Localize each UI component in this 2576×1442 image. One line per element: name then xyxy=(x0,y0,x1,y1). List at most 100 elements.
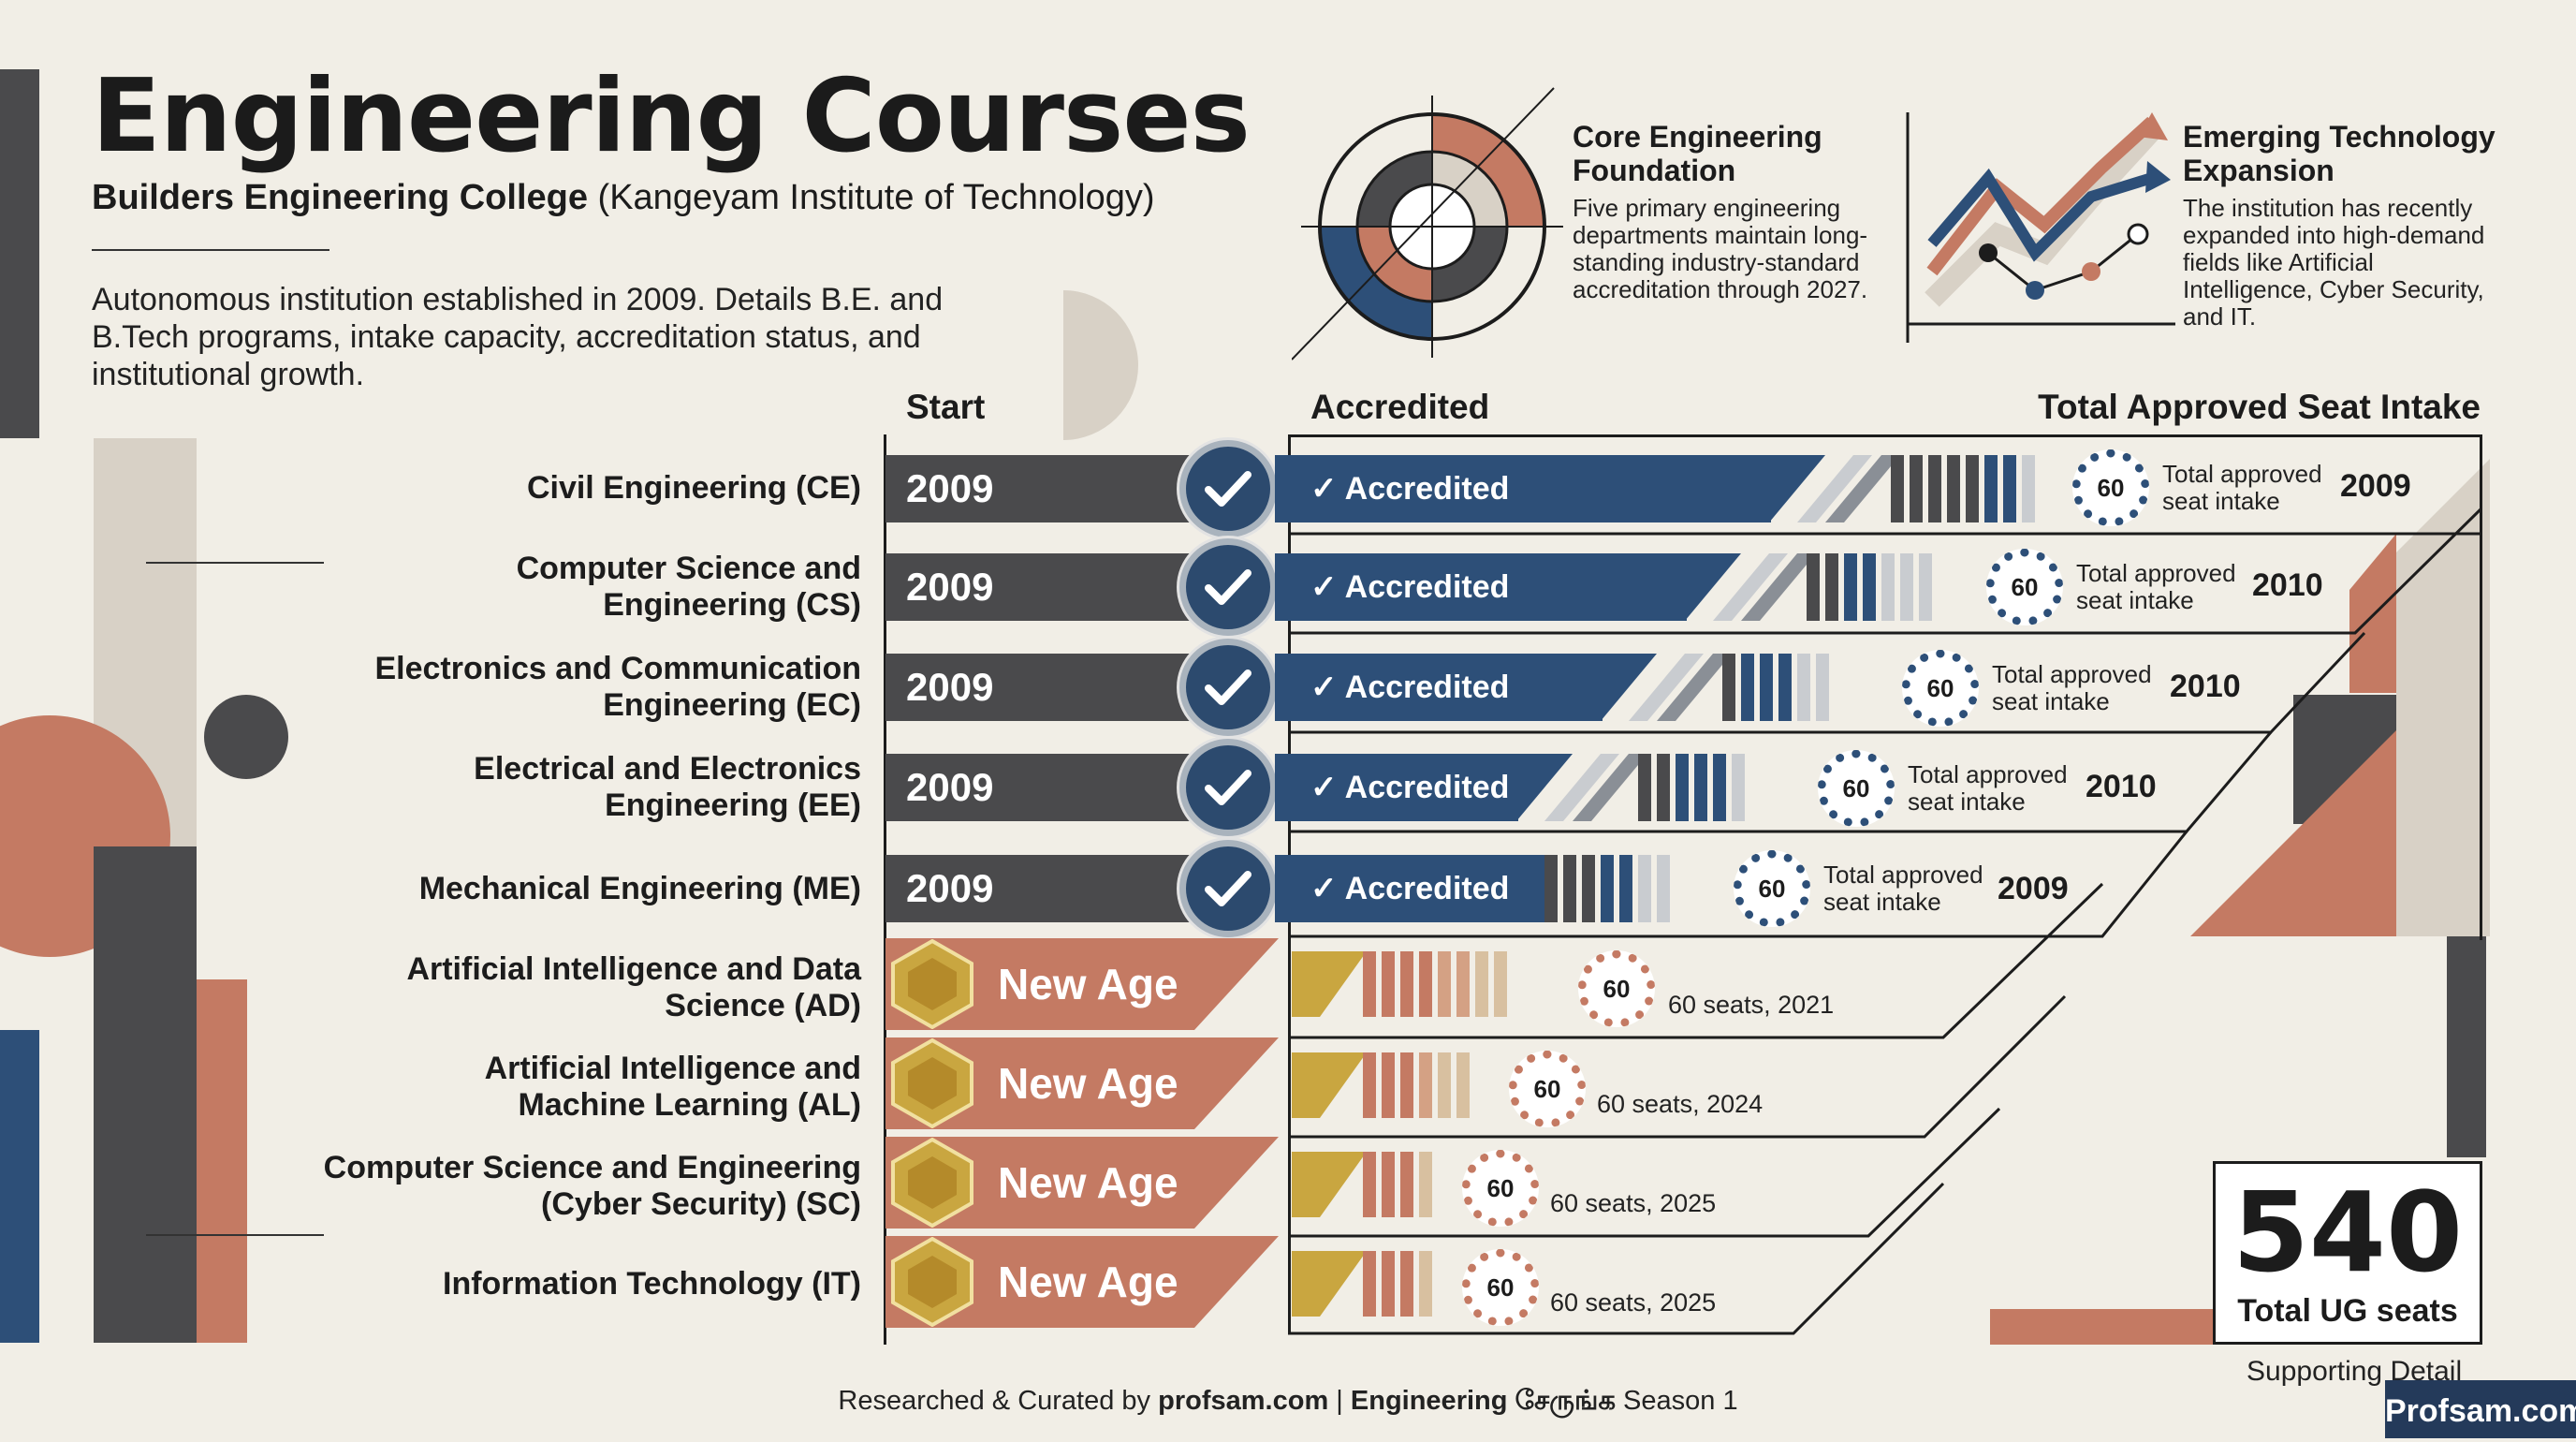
accredited-status-cs: ✓ Accredited xyxy=(1275,553,1687,621)
deco-line-2 xyxy=(146,1234,324,1236)
deco-bottom-terracotta xyxy=(1990,1309,2215,1345)
stripe-gradient-ce xyxy=(1769,455,2035,522)
deco-right-dark-bar xyxy=(2447,936,2486,1157)
stripe-gradient-cs xyxy=(1685,553,1932,621)
intake-year-ce: 2009 xyxy=(2340,468,2411,504)
course-name-cs: Computer Science and Engineering (CS) xyxy=(516,551,861,623)
new-age-banner-it xyxy=(886,1236,1279,1328)
seat-detail-it: 60 seats, 2025 xyxy=(1550,1288,1717,1317)
intake-seats-ce: 60 xyxy=(2072,449,2149,526)
gold-stripes-al xyxy=(1292,1052,1470,1118)
new-age-tag-al: New Age xyxy=(998,1059,1178,1108)
intake-seats-cs: 60 xyxy=(1986,549,2063,625)
staircase-lines xyxy=(1288,508,2482,1335)
footer-credit: Researched & Curated by profsam.com | En… xyxy=(0,1386,2576,1420)
accredited-status-ce: ✓ Accredited xyxy=(1275,455,1771,522)
hexagon-badge-icon xyxy=(891,939,973,1029)
profsam-badge[interactable]: Profsam.com xyxy=(2385,1380,2576,1438)
target-diagram-icon xyxy=(1292,87,1563,360)
course-name-ec: Electronics and Communication Engineerin… xyxy=(374,651,861,723)
deco-line-1 xyxy=(146,562,324,564)
deco-dark-circle xyxy=(204,695,288,779)
course-name-al: Artificial Intelligence and Machine Lear… xyxy=(484,1051,861,1123)
start-year-ee: 2009 xyxy=(886,754,1194,821)
deco-right-triangles xyxy=(2190,459,2490,936)
seat-ring-sc: 60 xyxy=(1462,1150,1539,1227)
start-year-ec: 2009 xyxy=(886,654,1194,721)
column-header-accredited: Accredited xyxy=(1310,388,1490,426)
deco-dark-column xyxy=(94,846,197,1343)
deco-terracotta-column xyxy=(197,979,247,1343)
footer-season: Season 1 xyxy=(1616,1386,1738,1416)
seat-ring-it: 60 xyxy=(1462,1249,1539,1326)
card-emerging-body: The institution has recently expanded in… xyxy=(2183,194,2485,331)
new-age-tag-ad: New Age xyxy=(998,960,1178,1008)
seat-detail-ad: 60 seats, 2021 xyxy=(1668,991,1835,1019)
intake-year-ee: 2010 xyxy=(2086,769,2157,804)
deco-half-circle xyxy=(1063,290,1138,440)
footer-site-link[interactable]: profsam.com xyxy=(1158,1386,1329,1416)
stripe-gradient-ec xyxy=(1601,654,1829,721)
hexagon-badge-icon xyxy=(891,1237,973,1327)
growth-chart-icon xyxy=(1906,112,2175,343)
check-icon xyxy=(1205,569,1251,605)
check-badge-ee xyxy=(1179,739,1277,836)
intake-year-ec: 2010 xyxy=(2170,669,2241,704)
intake-label-ec: Total approved seat intake xyxy=(1992,660,2152,715)
course-name-sc: Computer Science and Engineering (Cyber … xyxy=(323,1150,861,1222)
check-icon xyxy=(1205,670,1251,705)
table-top-line xyxy=(1288,434,2482,437)
intake-label-ce: Total approved seat intake xyxy=(2162,460,2322,515)
intake-seats-me: 60 xyxy=(1734,850,1810,927)
card-emerging-title: Emerging Technology Expansion xyxy=(2183,120,2496,187)
course-name-ad: Artificial Intelligence and Data Science… xyxy=(406,951,861,1023)
college-name: Builders Engineering College (Kangeyam I… xyxy=(92,178,1155,218)
intake-year-me: 2009 xyxy=(1998,871,2069,906)
total-seats-box: 540 Total UG seats xyxy=(2213,1161,2482,1345)
intake-label-cs: Total approved seat intake xyxy=(2076,559,2236,614)
gold-stripes-ad xyxy=(1292,951,1507,1017)
footer-separator: | xyxy=(1328,1386,1351,1416)
intake-label-ee: Total approved seat intake xyxy=(1908,760,2068,816)
column-header-start: Start xyxy=(906,388,986,426)
check-icon xyxy=(1205,471,1251,507)
card-core-body: Five primary engineering departments mai… xyxy=(1573,194,1868,303)
accredited-status-ec: ✓ Accredited xyxy=(1275,654,1603,721)
start-column-divider xyxy=(884,434,886,1345)
gold-stripes-sc xyxy=(1292,1152,1432,1217)
page-title: Engineering Courses xyxy=(92,58,1251,175)
card-core-title: Core Engineering Foundation xyxy=(1573,120,1822,187)
deco-left-bar xyxy=(0,69,39,438)
gold-stripes-it xyxy=(1292,1251,1432,1317)
start-year-me: 2009 xyxy=(886,855,1194,922)
check-icon xyxy=(1205,871,1251,906)
check-badge-ce xyxy=(1179,440,1277,537)
footer-prefix: Researched & Curated by xyxy=(838,1386,1159,1416)
deco-navy-column xyxy=(0,1030,39,1343)
new-age-banner-al xyxy=(886,1037,1279,1129)
intake-seats-ee: 60 xyxy=(1818,750,1895,827)
new-age-banner-ad xyxy=(886,938,1279,1030)
seat-ring-al: 60 xyxy=(1509,1051,1586,1127)
intake-label-me: Total approved seat intake xyxy=(1823,861,1983,916)
check-badge-cs xyxy=(1179,538,1277,636)
total-seats-value: 540 xyxy=(2232,1168,2464,1297)
page-description: Autonomous institution established in 20… xyxy=(92,282,944,392)
new-age-tag-sc: New Age xyxy=(998,1158,1178,1207)
table-right-line xyxy=(2480,434,2482,940)
new-age-tag-it: New Age xyxy=(998,1258,1178,1306)
total-seats-label: Total UG seats xyxy=(2237,1293,2458,1329)
check-badge-ec xyxy=(1179,639,1277,736)
check-badge-me xyxy=(1179,840,1277,937)
title-divider xyxy=(92,249,329,251)
course-name-it: Information Technology (IT) xyxy=(443,1266,861,1302)
start-year-cs: 2009 xyxy=(886,553,1194,621)
course-name-ee: Electrical and Electronics Engineering (… xyxy=(474,751,861,823)
hexagon-badge-icon xyxy=(891,1138,973,1228)
hexagon-badge-icon xyxy=(891,1038,973,1128)
college-name-rest: (Kangeyam Institute of Technology) xyxy=(597,178,1155,217)
seat-ring-ad: 60 xyxy=(1578,950,1655,1027)
new-age-banner-sc xyxy=(886,1137,1279,1229)
seat-detail-al: 60 seats, 2024 xyxy=(1597,1090,1764,1118)
start-year-ce: 2009 xyxy=(886,455,1194,522)
